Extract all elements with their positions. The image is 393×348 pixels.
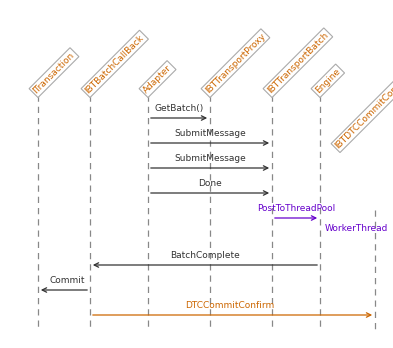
- Text: BatchComplete: BatchComplete: [170, 251, 240, 260]
- Text: WorkerThread: WorkerThread: [325, 224, 388, 233]
- Text: IBTTransportProxy: IBTTransportProxy: [204, 31, 267, 95]
- Text: Engine: Engine: [314, 66, 342, 95]
- Text: Adapter: Adapter: [141, 63, 173, 95]
- Text: DTCCommitConfirm: DTCCommitConfirm: [185, 301, 275, 310]
- Text: GetBatch(): GetBatch(): [154, 104, 204, 113]
- Text: PostToThreadPool: PostToThreadPool: [257, 204, 335, 213]
- Text: Commit: Commit: [50, 276, 86, 285]
- Text: IBTBatchCallBack: IBTBatchCallBack: [84, 33, 146, 95]
- Text: ITransaction: ITransaction: [31, 50, 76, 95]
- Text: IBTDTCCommitConfirm: IBTDTCCommitConfirm: [334, 71, 393, 150]
- Text: IBTTransportBatch: IBTTransportBatch: [266, 31, 330, 95]
- Text: SubmitMessage: SubmitMessage: [174, 154, 246, 163]
- Text: Done: Done: [198, 179, 222, 188]
- Text: SubmitMessage: SubmitMessage: [174, 129, 246, 138]
